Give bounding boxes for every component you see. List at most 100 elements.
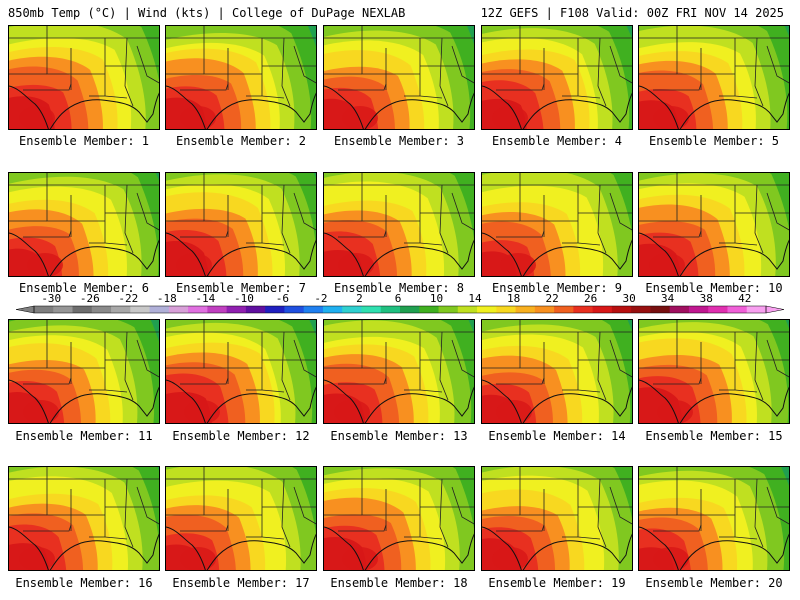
ensemble-member-map [638, 466, 790, 571]
coastline [206, 533, 316, 570]
ensemble-member-label: Ensemble Member: 8 [333, 281, 465, 295]
ensemble-member-label: Ensemble Member: 19 [488, 576, 626, 590]
state-boundaries [482, 467, 632, 548]
ensemble-member-label: Ensemble Member: 14 [488, 429, 626, 443]
coastline [364, 239, 474, 276]
mexico-border [482, 232, 522, 276]
ensemble-member-label: Ensemble Member: 17 [172, 576, 310, 590]
temperature-field-map [324, 320, 474, 423]
colorbar-swatch [477, 306, 497, 313]
colorbar-swatch [91, 306, 112, 313]
temperature-field-map [166, 320, 316, 423]
mexico-border [9, 85, 49, 129]
ensemble-member-map [481, 319, 633, 424]
coastline [522, 533, 632, 570]
coastline [364, 533, 474, 570]
mexico-border [482, 526, 522, 570]
coastline [679, 386, 789, 423]
ensemble-member-map [323, 466, 475, 571]
state-boundaries [9, 26, 159, 107]
mexico-border [482, 85, 522, 129]
colorbar-swatch [669, 306, 690, 313]
colorbar-swatch [168, 306, 189, 313]
mexico-border [166, 85, 206, 129]
temperature-field-map [482, 173, 632, 276]
temperature-field-map [9, 467, 159, 570]
colorbar-swatch [592, 306, 613, 313]
temperature-field-map [9, 320, 159, 423]
state-boundaries [482, 173, 632, 254]
colorbar-tick-label: 6 [395, 292, 402, 305]
warm-core [492, 106, 528, 129]
colorbar-swatch [303, 306, 324, 313]
warm-core [19, 547, 55, 570]
state-boundaries [324, 26, 474, 107]
ensemble-member-map [638, 172, 790, 277]
colorbar-swatch [111, 306, 131, 313]
temperature-field-map [639, 320, 789, 423]
ensemble-member-map [165, 172, 317, 277]
coastline [49, 533, 159, 570]
colorbar-swatch [457, 306, 478, 313]
colorbar-swatch [496, 306, 517, 313]
colorbar-tick-label: 10 [430, 292, 443, 305]
colorbar-swatch [611, 306, 632, 313]
mexico-border [166, 232, 206, 276]
coastline [49, 386, 159, 423]
ensemble-member-label: Ensemble Member: 16 [15, 576, 153, 590]
colorbar-swatch [322, 306, 343, 313]
colorbar-swatch [650, 306, 671, 313]
coastline [522, 386, 632, 423]
temperature-colorbar: -30 -26 -22 -18 -14 -10 -6 -2 2 6 10 14 18 22 26 30 34 38… [15, 292, 785, 314]
mexico-border [9, 526, 49, 570]
colorbar-tick-label: -6 [276, 292, 289, 305]
coastline [364, 92, 474, 129]
ensemble-member-map [481, 466, 633, 571]
ensemble-member-label: Ensemble Member: 13 [330, 429, 468, 443]
colorbar-swatch [34, 306, 54, 313]
colorbar-min-arrow [15, 305, 35, 314]
warm-core [649, 253, 685, 276]
coastline [679, 239, 789, 276]
colorbar-swatch [342, 306, 362, 313]
colorbar-swatch [631, 306, 651, 313]
colorbar-tick-label: 22 [545, 292, 558, 305]
colorbar-swatch [284, 306, 305, 313]
colorbar-tick-label: -14 [195, 292, 215, 305]
ensemble-member-map [165, 25, 317, 130]
ensemble-member-label: Ensemble Member: 15 [645, 429, 783, 443]
mexico-border [639, 232, 679, 276]
temperature-field-map [166, 26, 316, 129]
ensemble-member-label: Ensemble Member: 1 [18, 134, 150, 148]
colorbar-tick-label: -30 [41, 292, 61, 305]
ensemble-member-map [638, 319, 790, 424]
colorbar-swatch [130, 306, 151, 313]
ensemble-member-map [8, 466, 160, 571]
state-boundaries [639, 26, 789, 107]
state-boundaries [166, 320, 316, 401]
ensemble-member-map [323, 319, 475, 424]
colorbar-tick-label: 38 [700, 292, 713, 305]
coastline [522, 92, 632, 129]
ensemble-member-label: Ensemble Member: 12 [172, 429, 310, 443]
state-boundaries [324, 320, 474, 401]
colorbar-swatch [419, 306, 440, 313]
ensemble-member-map [323, 172, 475, 277]
state-boundaries [324, 173, 474, 254]
mexico-border [324, 379, 364, 423]
colorbar-swatch [245, 306, 266, 313]
colorbar-swatch [688, 306, 709, 313]
coastline [679, 533, 789, 570]
run-info: 12Z GEFS | F108 Valid: 00Z FRI NOV 14 20… [480, 6, 784, 20]
mexico-border [639, 85, 679, 129]
warm-core [23, 400, 59, 423]
colorbar-swatch [265, 306, 285, 313]
temperature-field-map [639, 467, 789, 570]
warm-core [180, 547, 216, 570]
temperature-field-map [324, 467, 474, 570]
colorbar-swatch [400, 306, 420, 313]
warm-core [653, 547, 689, 570]
state-boundaries [9, 173, 159, 254]
temperature-field-map [9, 173, 159, 276]
temperature-field-map [482, 26, 632, 129]
